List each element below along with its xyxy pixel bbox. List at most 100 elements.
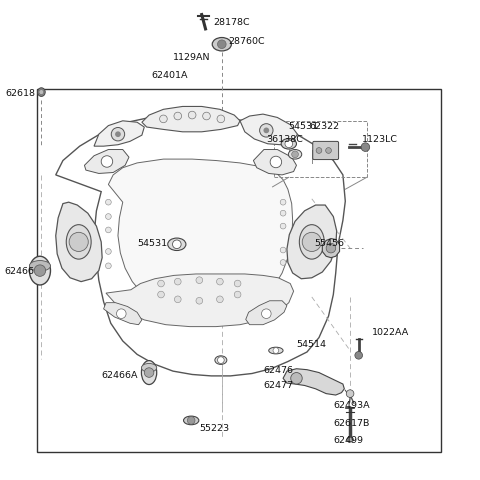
Polygon shape [323,239,339,258]
Circle shape [174,113,181,120]
Circle shape [280,224,286,229]
Circle shape [115,132,121,138]
Text: 55223: 55223 [199,423,229,432]
Ellipse shape [281,139,297,150]
Ellipse shape [300,225,324,260]
Circle shape [273,348,279,354]
Circle shape [106,249,111,255]
Text: 28178C: 28178C [214,18,250,27]
Polygon shape [287,205,336,279]
Circle shape [346,390,354,397]
Circle shape [325,148,331,154]
Circle shape [187,417,195,424]
Circle shape [117,309,126,319]
Ellipse shape [288,150,302,160]
Text: 55456: 55456 [314,239,344,248]
Bar [36,90,441,453]
Polygon shape [94,121,144,147]
Circle shape [196,298,203,304]
Circle shape [106,200,111,205]
Ellipse shape [347,437,353,442]
Text: 1022AA: 1022AA [372,327,409,336]
Ellipse shape [269,348,283,354]
Circle shape [234,291,241,298]
Circle shape [217,41,226,49]
Text: 1129AN: 1129AN [173,53,211,61]
Circle shape [361,144,370,152]
Polygon shape [56,116,345,376]
Circle shape [216,279,223,286]
Ellipse shape [142,364,157,372]
Ellipse shape [142,361,157,384]
Text: 54514: 54514 [297,339,326,348]
Polygon shape [56,203,102,282]
Circle shape [39,91,44,96]
Polygon shape [253,150,297,176]
Polygon shape [142,107,240,132]
Circle shape [280,200,286,205]
Ellipse shape [183,416,199,425]
Circle shape [326,244,336,253]
Circle shape [69,233,88,252]
Text: 62493A: 62493A [333,400,370,409]
Circle shape [285,141,293,148]
Circle shape [174,296,181,303]
Ellipse shape [168,239,186,251]
Circle shape [157,281,164,288]
Circle shape [280,211,286,216]
Polygon shape [106,275,294,327]
Text: 62322: 62322 [310,122,339,131]
Circle shape [172,240,181,249]
Circle shape [157,291,164,298]
Circle shape [188,112,196,120]
Circle shape [111,128,125,142]
Circle shape [106,264,111,269]
Circle shape [34,265,46,277]
Text: 54531: 54531 [288,122,318,131]
Circle shape [217,116,225,123]
Ellipse shape [29,261,50,272]
Circle shape [355,352,362,360]
Text: 1123LC: 1123LC [362,135,398,144]
Circle shape [106,228,111,233]
Polygon shape [246,301,287,325]
Text: 62466A: 62466A [101,370,138,379]
Text: 62618: 62618 [5,88,36,97]
Ellipse shape [66,225,91,260]
Polygon shape [283,369,344,395]
Circle shape [260,124,273,138]
Text: 62476: 62476 [263,365,293,374]
Circle shape [280,248,286,253]
Text: 62401A: 62401A [152,71,188,80]
Circle shape [280,260,286,266]
Circle shape [234,281,241,288]
Circle shape [217,357,224,364]
Ellipse shape [212,38,231,52]
Circle shape [270,157,282,168]
Polygon shape [240,115,298,145]
FancyBboxPatch shape [313,142,338,160]
Bar [274,121,367,178]
Circle shape [106,214,111,220]
Text: 62617B: 62617B [333,418,370,427]
Circle shape [203,113,210,120]
Circle shape [302,233,322,252]
Text: 62466: 62466 [4,266,35,276]
Circle shape [264,128,269,134]
Circle shape [144,368,154,378]
Text: 28760C: 28760C [228,37,264,46]
Circle shape [101,156,113,168]
Polygon shape [104,303,142,325]
Circle shape [291,373,302,384]
Circle shape [216,296,223,303]
Circle shape [292,152,299,158]
Text: 62477: 62477 [263,380,293,389]
Ellipse shape [215,356,227,365]
Circle shape [174,279,181,286]
Circle shape [316,148,322,154]
Circle shape [196,277,203,284]
Text: 62499: 62499 [333,435,363,444]
Circle shape [262,309,271,319]
Text: 36138C: 36138C [266,135,303,144]
Polygon shape [84,150,129,174]
